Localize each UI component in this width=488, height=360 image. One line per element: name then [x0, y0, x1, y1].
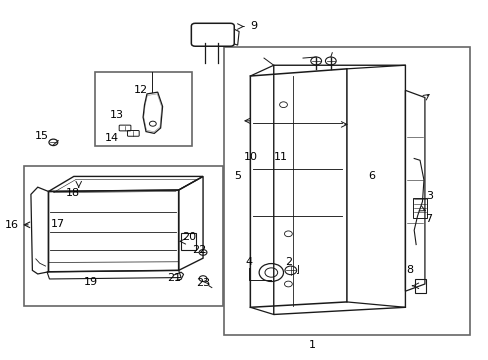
Text: 19: 19 [83, 277, 98, 287]
Text: 12: 12 [133, 85, 147, 95]
Bar [181, 233, 195, 250]
Text: 3: 3 [426, 191, 432, 201]
Text: 5: 5 [234, 171, 241, 181]
Text: 15: 15 [35, 131, 49, 141]
Text: 14: 14 [104, 133, 119, 143]
Text: 23: 23 [196, 278, 210, 288]
Bar [95, 72, 191, 146]
Text: 8: 8 [406, 265, 413, 275]
Text: 6: 6 [367, 171, 374, 181]
Text: 1: 1 [308, 340, 316, 350]
Text: 13: 13 [109, 111, 123, 121]
Text: 4: 4 [245, 257, 252, 267]
FancyBboxPatch shape [191, 23, 234, 46]
Text: 21: 21 [166, 273, 181, 283]
Bar [412, 198, 427, 218]
Text: 11: 11 [273, 152, 287, 162]
Text: 7: 7 [425, 215, 431, 224]
Bar [224, 47, 469, 335]
Text: 9: 9 [250, 21, 257, 31]
Bar [24, 166, 222, 306]
Text: 20: 20 [182, 232, 196, 242]
Text: 17: 17 [51, 219, 65, 229]
Text: 16: 16 [4, 220, 19, 230]
Text: 22: 22 [192, 245, 206, 255]
Bar [414, 279, 425, 293]
Text: 18: 18 [66, 188, 80, 198]
Text: 2: 2 [284, 257, 291, 267]
Text: 10: 10 [244, 152, 257, 162]
